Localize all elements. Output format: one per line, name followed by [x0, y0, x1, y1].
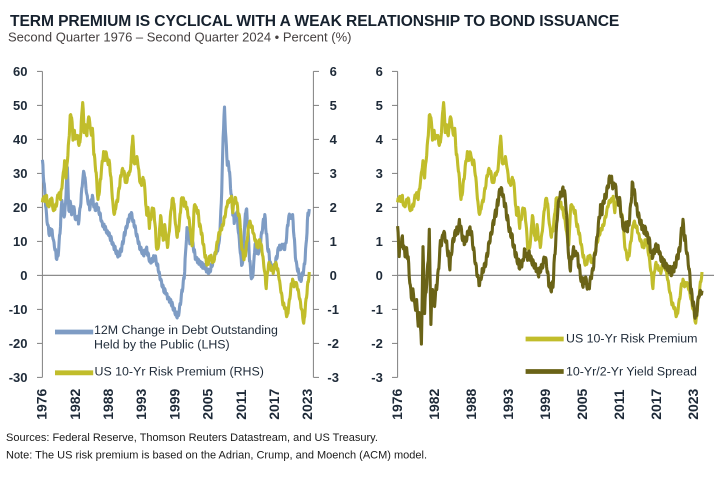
svg-text:2005: 2005 — [200, 388, 216, 419]
svg-text:2: 2 — [376, 200, 383, 215]
svg-text:40: 40 — [13, 132, 27, 147]
svg-text:2017: 2017 — [648, 388, 664, 419]
svg-text:12M Change in Debt Outstanding: 12M Change in Debt Outstanding — [94, 323, 278, 337]
svg-text:0: 0 — [330, 268, 337, 283]
svg-text:1976: 1976 — [34, 388, 50, 419]
svg-text:1999: 1999 — [537, 388, 553, 419]
svg-text:-1: -1 — [327, 302, 339, 317]
svg-text:10-Yr/2-Yr Yield Spread: 10-Yr/2-Yr Yield Spread — [566, 364, 697, 378]
svg-text:US 10-Yr Risk Premium (RHS): US 10-Yr Risk Premium (RHS) — [95, 365, 264, 379]
svg-text:-1: -1 — [371, 302, 383, 317]
svg-text:60: 60 — [13, 64, 27, 79]
svg-text:5: 5 — [376, 98, 383, 113]
svg-text:0: 0 — [20, 268, 27, 283]
svg-text:-3: -3 — [371, 370, 383, 385]
svg-text:Note: The US risk premium is b: Note: The US risk premium is based on th… — [6, 450, 427, 462]
svg-text:-30: -30 — [9, 370, 28, 385]
svg-text:10: 10 — [13, 234, 27, 249]
svg-text:-10: -10 — [9, 302, 28, 317]
svg-text:1976: 1976 — [389, 388, 405, 419]
svg-text:2: 2 — [330, 200, 337, 215]
svg-text:1982: 1982 — [67, 388, 83, 419]
svg-text:2005: 2005 — [574, 388, 590, 419]
svg-text:Second Quarter 1976 – Second Q: Second Quarter 1976 – Second Quarter 202… — [8, 30, 351, 45]
svg-text:6: 6 — [330, 64, 337, 79]
svg-text:-2: -2 — [327, 336, 339, 351]
svg-text:US 10-Yr Risk Premium: US 10-Yr Risk Premium — [566, 331, 698, 345]
svg-text:4: 4 — [376, 132, 384, 147]
svg-text:2017: 2017 — [266, 388, 282, 419]
svg-text:5: 5 — [330, 98, 337, 113]
svg-text:4: 4 — [330, 132, 338, 147]
svg-text:2011: 2011 — [233, 389, 249, 420]
svg-text:-20: -20 — [9, 336, 28, 351]
svg-text:50: 50 — [13, 98, 27, 113]
svg-text:2023: 2023 — [299, 388, 315, 419]
svg-text:1993: 1993 — [133, 388, 149, 419]
svg-text:3: 3 — [376, 166, 383, 181]
svg-text:-3: -3 — [327, 370, 339, 385]
svg-text:TERM PREMIUM IS CYCLICAL WITH: TERM PREMIUM IS CYCLICAL WITH A WEAK REL… — [10, 13, 619, 30]
svg-text:1993: 1993 — [500, 388, 516, 419]
svg-text:30: 30 — [13, 166, 27, 181]
svg-text:0: 0 — [376, 268, 383, 283]
svg-text:2023: 2023 — [685, 388, 701, 419]
svg-text:1999: 1999 — [166, 388, 182, 419]
svg-text:1988: 1988 — [463, 388, 479, 419]
svg-text:1: 1 — [376, 234, 383, 249]
svg-text:1988: 1988 — [100, 388, 116, 419]
svg-text:Held by the Public (LHS): Held by the Public (LHS) — [94, 337, 230, 351]
svg-text:Sources: Federal Reserve, Thom: Sources: Federal Reserve, Thomson Reuter… — [6, 432, 378, 444]
svg-text:20: 20 — [13, 200, 27, 215]
svg-text:1982: 1982 — [426, 388, 442, 419]
svg-text:6: 6 — [376, 64, 383, 79]
svg-text:1: 1 — [330, 234, 337, 249]
svg-text:3: 3 — [330, 166, 337, 181]
svg-text:-2: -2 — [371, 336, 383, 351]
svg-text:2011: 2011 — [611, 389, 627, 420]
